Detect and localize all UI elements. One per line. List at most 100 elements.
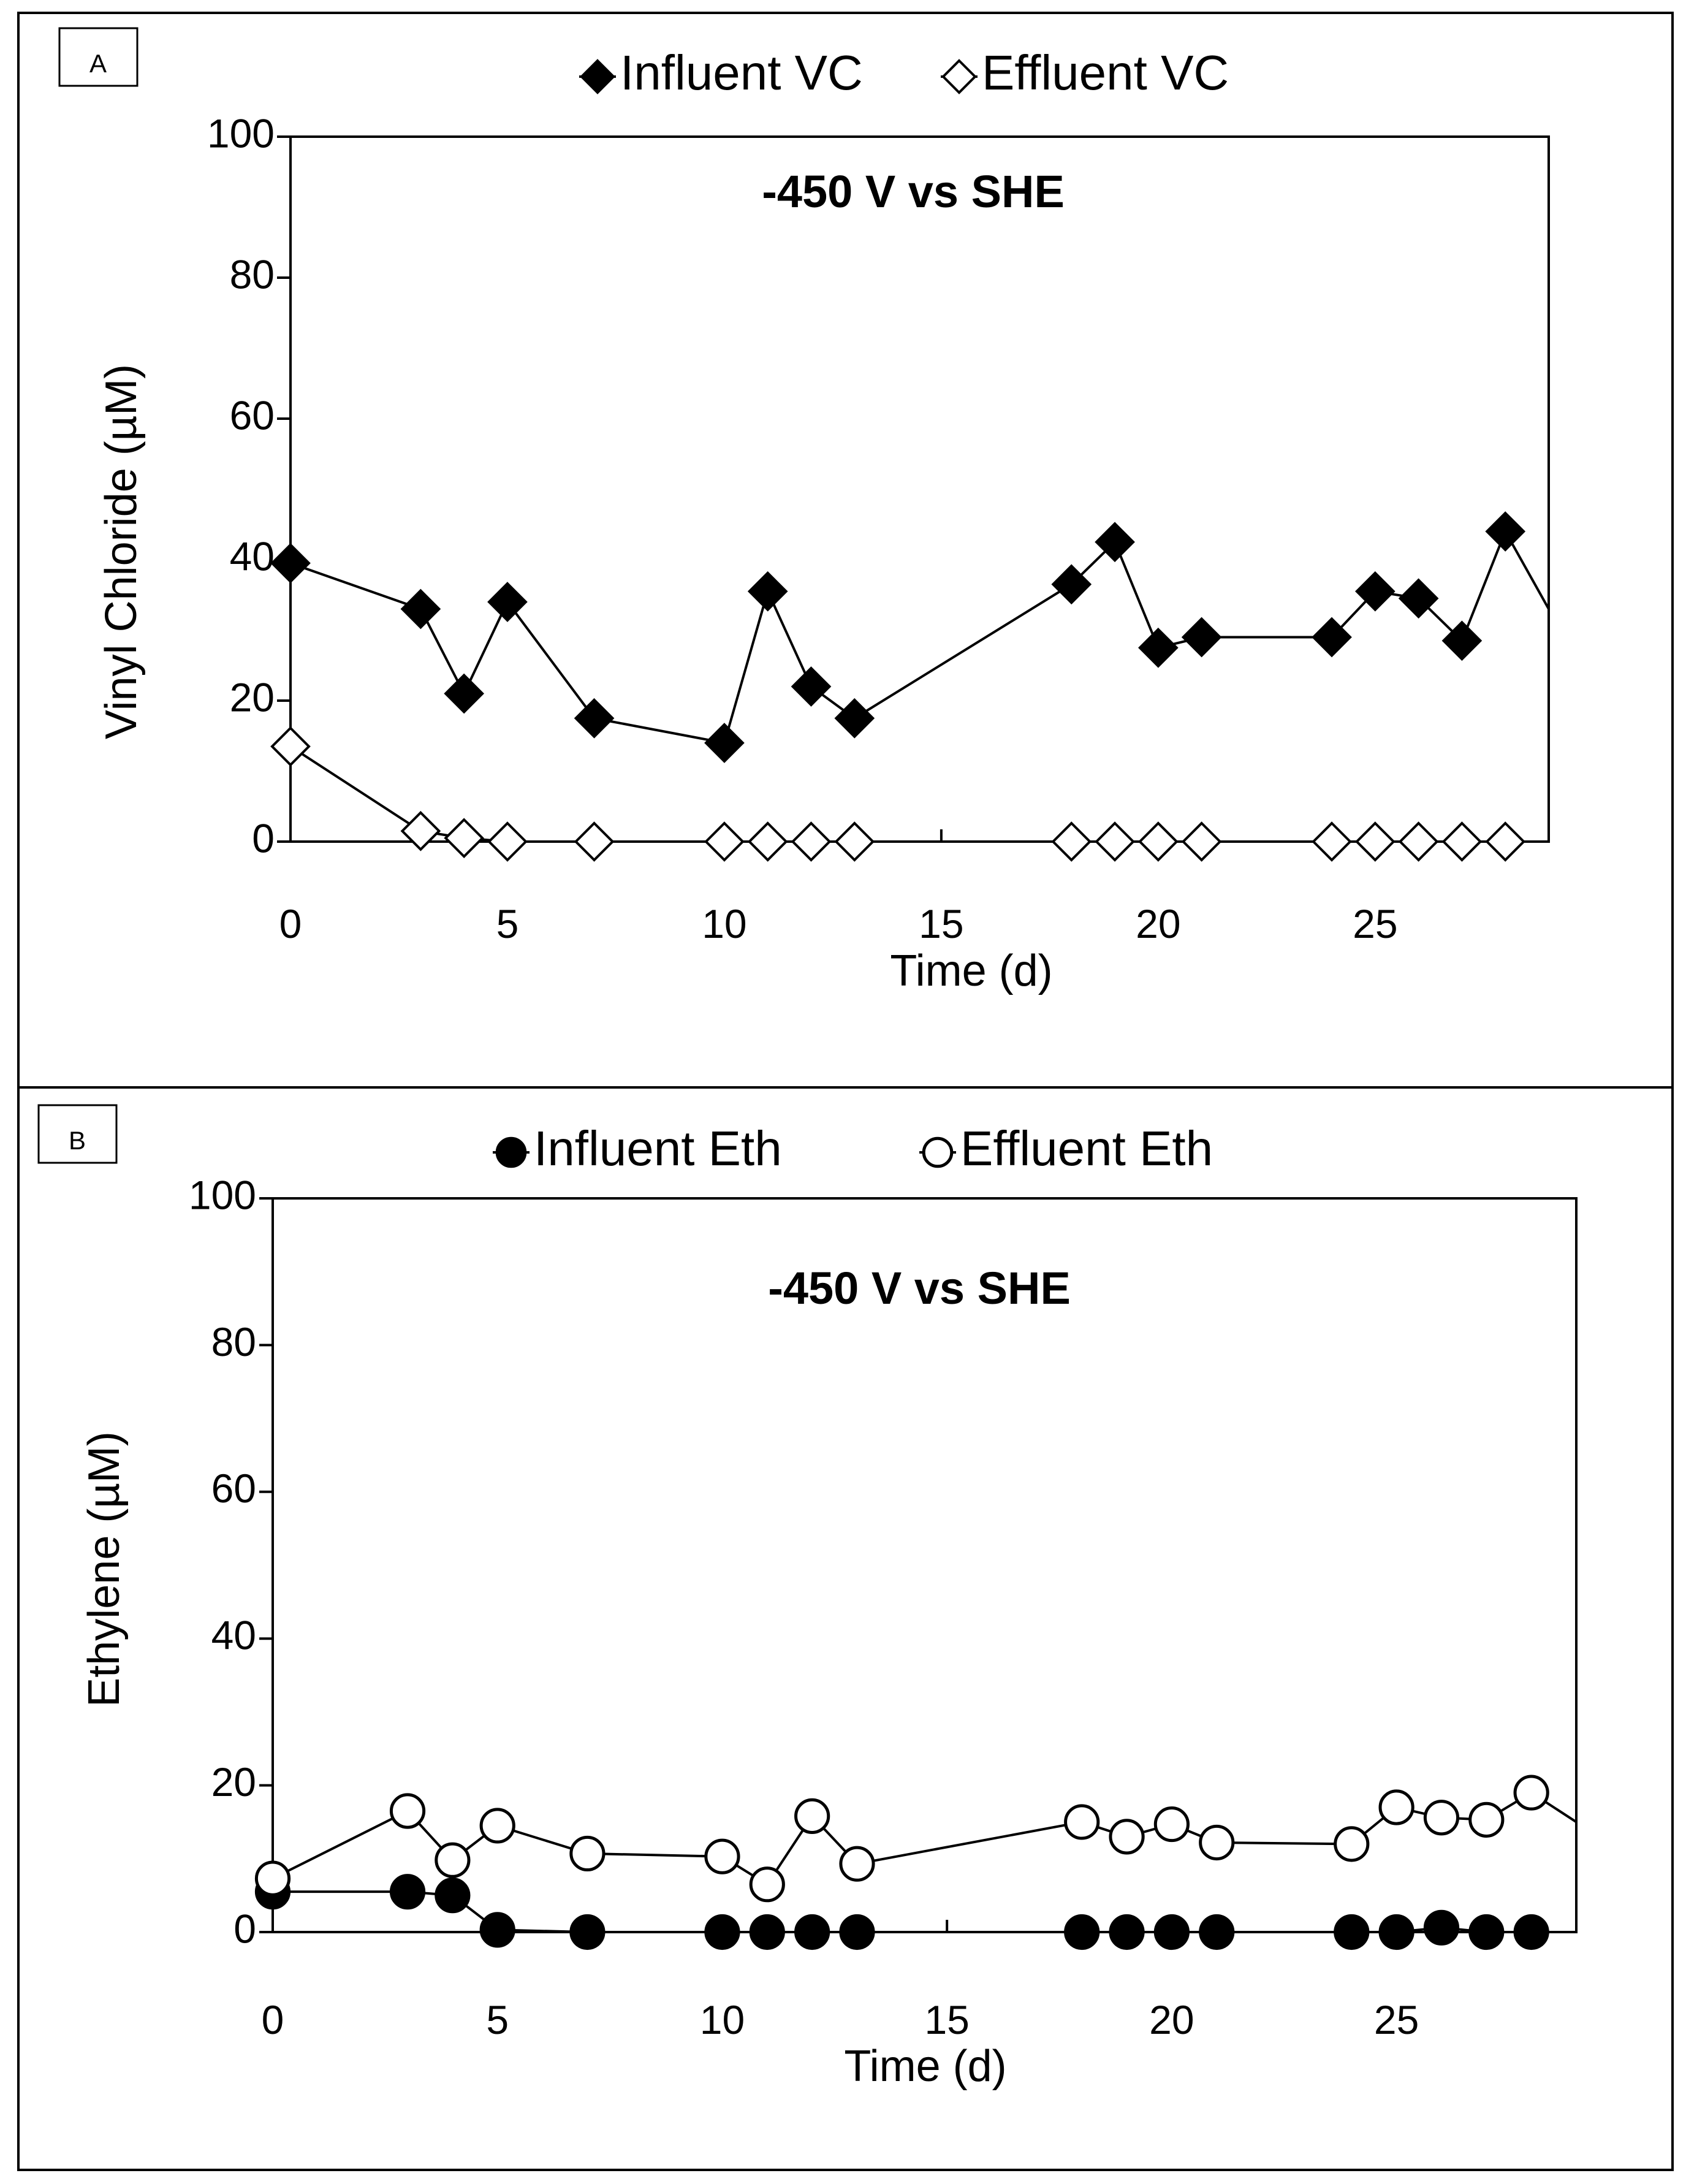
data-point (1109, 1819, 1145, 1855)
data-point (1138, 627, 1179, 668)
series-effluent-eth (254, 1775, 1576, 1903)
data-point (479, 1808, 515, 1844)
y-tick-label: 40 (230, 533, 275, 579)
data-point (834, 821, 875, 862)
panel-label-box (37, 1104, 118, 1164)
data-point (435, 1842, 471, 1878)
data-point (1153, 1914, 1190, 1950)
legend-label: Influent Eth (534, 1121, 782, 1176)
data-point (1398, 821, 1439, 862)
panel-a: A 0 20 40 60 80 100 0 5 10 15 20 25 Time (d) Vinyl Chl… (58, 27, 1550, 995)
y-tick-label: 40 (211, 1613, 256, 1658)
panel-label: A (89, 49, 107, 78)
legend-label: Effluent VC (982, 45, 1229, 100)
y-tick-label: 20 (230, 674, 275, 720)
data-point (704, 1838, 740, 1874)
data-point (1064, 1804, 1100, 1840)
data-point (704, 821, 745, 862)
data-point (747, 571, 788, 612)
x-tick-label: 15 (919, 901, 963, 946)
data-point (834, 698, 875, 739)
chart-annotation: -450 V vs SHE (768, 1263, 1071, 1314)
data-point (1441, 821, 1483, 862)
x-tick-label: 0 (279, 901, 302, 946)
series-influent-eth (254, 1874, 1549, 1950)
data-point (1441, 620, 1483, 661)
data-point (1513, 1914, 1549, 1950)
legend-marker (941, 59, 977, 94)
data-point (1181, 617, 1222, 658)
data-point (1468, 1802, 1505, 1838)
data-point (1485, 821, 1526, 862)
data-point (794, 1798, 830, 1834)
data-point (569, 1835, 606, 1872)
data-point (1095, 522, 1135, 563)
data-point (1095, 821, 1135, 862)
data-point (1334, 1914, 1370, 1950)
data-point (791, 666, 832, 707)
data-point (1181, 821, 1222, 862)
data-point (574, 698, 615, 739)
data-point (1312, 617, 1352, 658)
y-tick-label: 100 (189, 1172, 256, 1217)
data-point (435, 1878, 471, 1914)
panel-label: B (69, 1126, 86, 1155)
series-effluent-vc (270, 726, 1526, 862)
data-point (487, 582, 528, 622)
data-point (1378, 1914, 1414, 1950)
y-axis-title: Ethylene (µM) (80, 1431, 129, 1707)
y-tick-label: 80 (230, 251, 275, 297)
legend-label: Effluent Eth (960, 1121, 1213, 1176)
data-point (270, 726, 311, 767)
x-tick-label: 25 (1374, 1997, 1419, 2042)
data-point (1354, 571, 1396, 612)
y-tick-label: 100 (207, 110, 275, 156)
x-tick-label: 20 (1136, 901, 1180, 946)
x-tick-label: 25 (1353, 901, 1397, 946)
data-point (400, 810, 441, 851)
y-tick-label: 80 (211, 1319, 256, 1364)
data-point (747, 821, 788, 862)
data-point (574, 821, 615, 862)
x-axis-title: Time (d) (844, 2042, 1006, 2091)
data-point (749, 1866, 785, 1903)
data-point (1398, 578, 1439, 619)
y-axis-title: Vinyl Chloride (µM) (97, 364, 146, 739)
data-point (1378, 1789, 1414, 1825)
data-point (1468, 1914, 1505, 1950)
data-point (749, 1914, 785, 1950)
data-point (1199, 1914, 1235, 1950)
data-point (389, 1874, 426, 1910)
x-tick-label: 10 (700, 1997, 745, 2042)
data-point (444, 818, 485, 859)
series-influent-vc (270, 511, 1549, 763)
plot-area (289, 135, 1550, 843)
x-tick-label: 20 (1149, 1997, 1194, 2042)
data-point (1423, 1800, 1460, 1836)
data-point (1138, 821, 1179, 862)
data-point (569, 1914, 606, 1950)
data-point (1423, 1909, 1460, 1946)
panel-b: B 0 20 40 60 80 100 0 5 10 15 20 25 Time (d) Ethylene … (37, 1104, 1578, 2091)
legend-marker (495, 1136, 527, 1168)
panel-label-box (58, 27, 139, 87)
data-point (487, 821, 528, 862)
y-tick-label: 60 (230, 392, 275, 438)
data-point (270, 542, 311, 584)
data-point (444, 673, 485, 714)
data-point (1513, 1775, 1549, 1811)
chart-annotation: -450 V vs SHE (762, 166, 1065, 217)
figure-border (17, 12, 1674, 2171)
data-point (1334, 1826, 1370, 1862)
data-point (1051, 564, 1092, 605)
data-point (1064, 1914, 1100, 1950)
data-point (1109, 1914, 1145, 1950)
y-tick-label: 0 (234, 1906, 256, 1951)
data-point (1354, 821, 1396, 862)
data-point (1312, 821, 1352, 862)
data-point (791, 821, 832, 862)
data-point (1051, 821, 1092, 862)
legend-marker (922, 1136, 954, 1168)
data-point (479, 1912, 515, 1948)
